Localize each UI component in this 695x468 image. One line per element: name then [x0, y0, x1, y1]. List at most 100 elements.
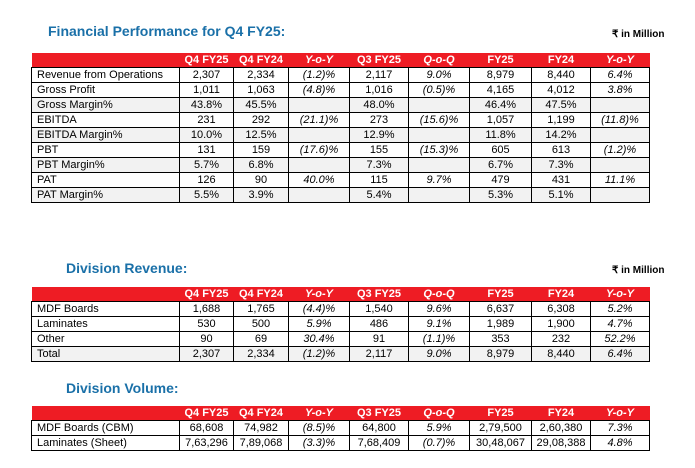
row-label: MDF Boards — [31, 301, 180, 317]
table-cell: 6,637 — [469, 301, 532, 317]
financial-performance-title: Financial Performance for Q4 FY25: — [48, 23, 286, 39]
table-cell: 90 — [233, 172, 289, 188]
table-cell: 5.4% — [349, 187, 409, 203]
rev-header-row: Q4 FY25 Q4 FY24 Y-o-Y Q3 FY25 Q-o-Q FY25 FY24 Y… — [31, 287, 650, 302]
column-header: Q-o-Q — [408, 406, 470, 421]
table-cell: 6.4% — [590, 67, 650, 83]
table-cell — [590, 127, 650, 143]
table-cell: 7,63,296 — [179, 435, 234, 451]
row-label: Gross Margin% — [31, 97, 180, 113]
table-cell: 5.1% — [531, 187, 591, 203]
column-header — [31, 406, 180, 421]
table-row: Gross Profit 1,011 1,063 (4.8)% 1,016 (0.5)% 4… — [31, 82, 650, 98]
column-header: Q-o-Q — [408, 53, 470, 68]
table-cell: 5.7% — [179, 157, 234, 173]
table-cell: 7,89,068 — [233, 435, 289, 451]
column-header: FY24 — [531, 287, 591, 302]
table-cell: 12.5% — [233, 127, 289, 143]
row-label: EBITDA — [31, 112, 180, 128]
table-cell: 11.8% — [469, 127, 532, 143]
row-label: Gross Profit — [31, 82, 180, 98]
financial-performance-table: Q4 FY25 Q4 FY24 Y-o-Y Q3 FY25 Q-o-Q FY25 FY24 Y… — [31, 53, 650, 203]
table-cell: 232 — [531, 331, 591, 347]
column-header — [31, 53, 180, 68]
table-cell — [590, 187, 650, 203]
table-cell: 2,117 — [349, 346, 409, 362]
table-cell: 292 — [233, 112, 289, 128]
column-header: Y-o-Y — [288, 53, 350, 68]
table-cell: 4,165 — [469, 82, 532, 98]
table-row: Revenue from Operations 2,307 2,334 (1.2)% 2… — [31, 67, 650, 83]
table-cell: 273 — [349, 112, 409, 128]
table-cell — [288, 157, 350, 173]
table-cell: (11.8)% — [590, 112, 650, 128]
table-cell: 6,308 — [531, 301, 591, 317]
table-cell: (0.7)% — [408, 435, 470, 451]
table-cell: (8.5)% — [288, 420, 350, 436]
division-volume-table: Q4 FY25 Q4 FY24 Y-o-Y Q3 FY25 Q-o-Q FY25 FY24 Y… — [31, 406, 650, 451]
table-cell: 46.4% — [469, 97, 532, 113]
table-cell: 1,016 — [349, 82, 409, 98]
table-cell: 2,79,500 — [469, 420, 532, 436]
table-row: PAT 126 90 40.0% 115 9.7% 479 431 11.1% — [31, 172, 650, 188]
table-cell: 69 — [233, 331, 289, 347]
table-cell: 6.8% — [233, 157, 289, 173]
column-header: Q4 FY24 — [233, 287, 289, 302]
table-cell: 5.2% — [590, 301, 650, 317]
table-cell: 2,60,380 — [531, 420, 591, 436]
table-cell — [408, 157, 470, 173]
table-cell: 6.4% — [590, 346, 650, 362]
row-label: Total — [31, 346, 180, 362]
table-cell: 45.5% — [233, 97, 289, 113]
table-cell: 30,48,067 — [469, 435, 532, 451]
table-cell: 231 — [179, 112, 234, 128]
table-cell: 115 — [349, 172, 409, 188]
table-cell: 353 — [469, 331, 532, 347]
column-header: FY25 — [469, 406, 532, 421]
table-cell: (0.5)% — [408, 82, 470, 98]
table-cell: 5.3% — [469, 187, 532, 203]
table-row: MDF Boards (CBM) 68,608 74,982 (8.5)% 64,800… — [31, 420, 650, 436]
table-cell: 74,982 — [233, 420, 289, 436]
column-header: Y-o-Y — [288, 287, 350, 302]
table-cell: (1.1)% — [408, 331, 470, 347]
vol-header-row: Q4 FY25 Q4 FY24 Y-o-Y Q3 FY25 Q-o-Q FY25 FY24 Y… — [31, 406, 650, 421]
table-cell: 500 — [233, 316, 289, 332]
table-cell: (21.1)% — [288, 112, 350, 128]
table-row: EBITDA Margin% 10.0% 12.5% 12.9% 11.8% 14.2% — [31, 127, 650, 143]
column-header: Q4 FY25 — [179, 287, 234, 302]
table-cell: 14.2% — [531, 127, 591, 143]
table-cell: 2,307 — [179, 67, 234, 83]
row-label: Laminates (Sheet) — [31, 435, 180, 451]
table-cell: 1,199 — [531, 112, 591, 128]
table-cell: 9.6% — [408, 301, 470, 317]
table-cell: 126 — [179, 172, 234, 188]
table-row: Laminates 530 500 5.9% 486 9.1% 1,989 1,900 4.7% — [31, 316, 650, 332]
table-cell: 9.0% — [408, 346, 470, 362]
row-label: Laminates — [31, 316, 180, 332]
revenue-unit-label: ₹ in Million — [612, 265, 665, 276]
table-cell: 47.5% — [531, 97, 591, 113]
table-cell: 43.8% — [179, 97, 234, 113]
table-cell: 4,012 — [531, 82, 591, 98]
column-header: FY24 — [531, 53, 591, 68]
table-cell: 605 — [469, 142, 532, 158]
column-header: Q3 FY25 — [349, 53, 409, 68]
column-header: Y-o-Y — [590, 53, 650, 68]
table-cell: (1.2)% — [288, 67, 350, 83]
table-cell: 1,057 — [469, 112, 532, 128]
table-cell: (4.4)% — [288, 301, 350, 317]
table-cell: 2,334 — [233, 67, 289, 83]
table-cell: 3.9% — [233, 187, 289, 203]
table-cell: 1,540 — [349, 301, 409, 317]
table-row: Gross Margin% 43.8% 45.5% 48.0% 46.4% 47.5% — [31, 97, 650, 113]
table-cell: 9.1% — [408, 316, 470, 332]
table-cell: 5.9% — [288, 316, 350, 332]
table-cell — [408, 187, 470, 203]
table-cell: 4.7% — [590, 316, 650, 332]
table-cell: 7.3% — [349, 157, 409, 173]
column-header: FY25 — [469, 53, 532, 68]
column-header: Q-o-Q — [408, 287, 470, 302]
table-cell: (1.2)% — [288, 346, 350, 362]
table-cell: (4.8)% — [288, 82, 350, 98]
